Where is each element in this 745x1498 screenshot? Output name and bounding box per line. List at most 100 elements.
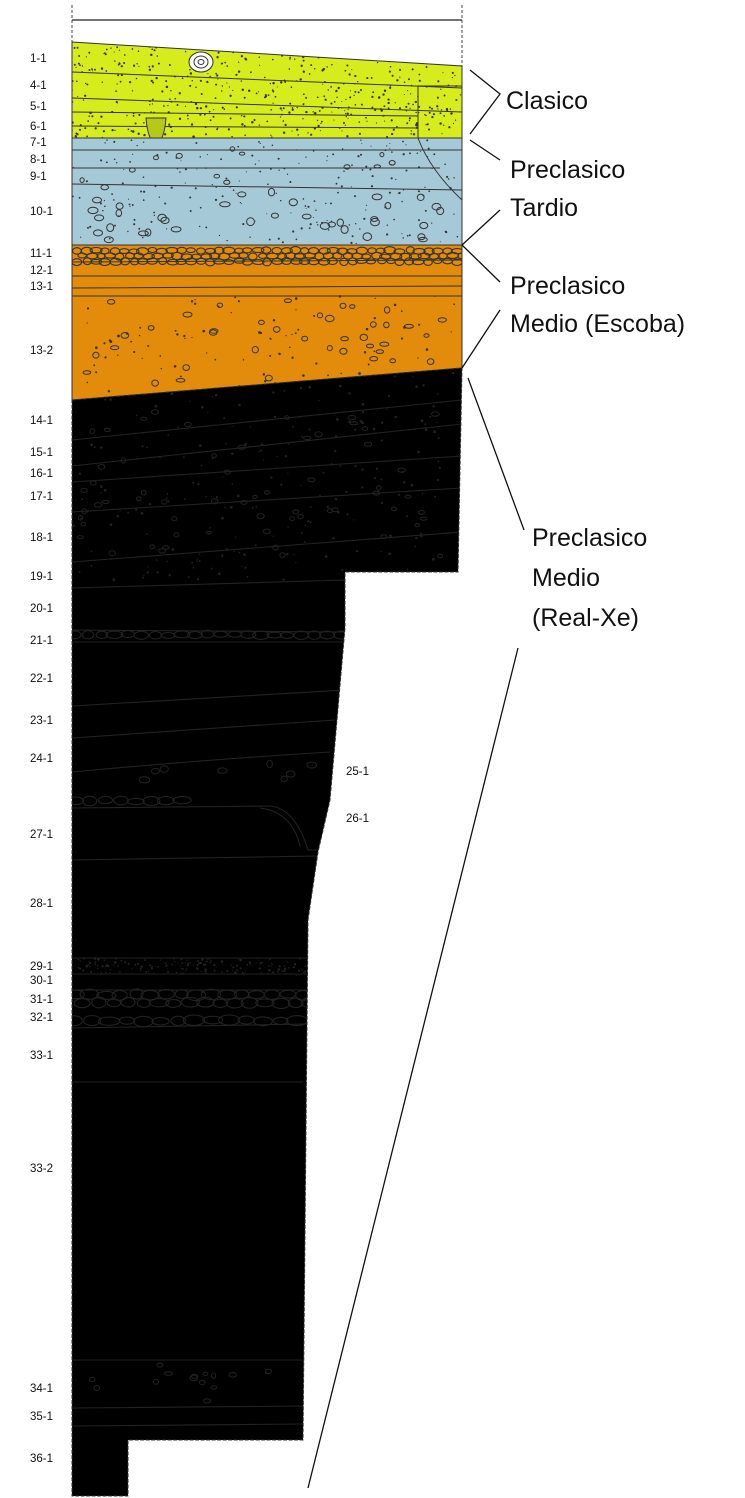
gravel-clast — [91, 996, 107, 1009]
period-label-realxe-line2: Medio — [532, 564, 600, 592]
sediment-dot — [348, 73, 351, 76]
pebble — [97, 464, 106, 470]
sediment-dot — [123, 54, 126, 56]
sediment-dot — [340, 185, 343, 188]
sediment-dot — [225, 442, 227, 445]
pebble — [106, 299, 116, 305]
pebble — [369, 321, 377, 328]
pebble — [103, 427, 111, 433]
sediment-dot — [169, 98, 171, 100]
sediment-dot — [221, 516, 224, 520]
gravel-clast — [247, 252, 258, 261]
tardio-pebbles — [79, 146, 445, 244]
sediment-dot — [333, 119, 335, 121]
sediment-dot — [436, 392, 439, 395]
sediment-dot — [335, 90, 337, 93]
sediment-dot — [389, 142, 391, 144]
pebble — [414, 523, 421, 528]
leader-preclasico-tardio — [461, 139, 501, 246]
pebble — [110, 345, 120, 351]
sediment-dot — [305, 96, 308, 99]
gravel-clast — [238, 252, 249, 259]
layer-label: 14-1 — [30, 415, 53, 427]
sediment-dot — [293, 963, 297, 966]
sediment-dot — [309, 505, 312, 508]
sediment-dot — [101, 965, 104, 968]
sediment-dot — [420, 419, 424, 422]
sediment-dot — [109, 969, 112, 971]
sediment-dot — [345, 490, 348, 494]
pebble — [403, 323, 414, 329]
sediment-dot — [459, 46, 461, 49]
sediment-dot — [359, 419, 363, 423]
sediment-dot — [171, 548, 175, 551]
sediment-dot — [198, 559, 201, 562]
gravel-clast — [223, 259, 235, 266]
sediment-dot — [100, 485, 103, 488]
sediment-dot — [114, 224, 116, 227]
gravel-clast — [157, 988, 175, 1000]
sediment-dot — [281, 109, 283, 111]
sediment-dot — [73, 63, 76, 66]
sediment-dot — [196, 106, 199, 110]
sediment-dot — [103, 342, 106, 345]
sediment-dot — [373, 316, 376, 320]
sediment-dot — [258, 967, 261, 970]
sediment-dot — [417, 450, 420, 454]
sediment-dot — [431, 116, 434, 119]
sediment-dot — [408, 234, 411, 237]
sediment-dot — [259, 142, 261, 144]
sediment-dot — [104, 205, 106, 208]
sediment-dot — [389, 534, 392, 538]
pebble — [237, 191, 247, 198]
gravel-clast — [213, 246, 225, 255]
sediment-dot — [418, 73, 421, 76]
sediment-dot — [414, 100, 418, 104]
gravel-clast — [86, 252, 99, 260]
gravel-clast — [73, 998, 91, 1009]
sediment-dot — [304, 52, 306, 54]
pebble — [80, 487, 88, 493]
sediment-dot — [240, 115, 243, 117]
realxe-lens-26-1 — [259, 807, 301, 847]
sediment-dot — [78, 967, 80, 969]
sediment-dot — [418, 58, 420, 60]
pebble — [108, 550, 116, 557]
sediment-dot — [94, 961, 97, 963]
sediment-dot — [150, 220, 153, 223]
sediment-dot — [361, 421, 364, 425]
sediment-dot — [212, 115, 215, 118]
sediment-dot — [363, 351, 367, 354]
sediment-dot — [113, 140, 116, 143]
sediment-dot — [72, 195, 74, 198]
sediment-dot — [281, 241, 284, 244]
pebble — [376, 485, 382, 491]
sediment-dot — [437, 108, 439, 110]
sediment-dot — [143, 575, 145, 577]
sediment-dot — [174, 329, 177, 332]
layer-label: 27-1 — [30, 829, 53, 841]
sediment-dot — [221, 85, 224, 87]
pebble — [238, 151, 246, 156]
sediment-dot — [268, 238, 271, 241]
pebble — [391, 506, 397, 512]
sediment-dot — [151, 98, 154, 101]
gravel-clast — [149, 998, 170, 1008]
sediment-dot — [100, 492, 102, 494]
sediment-dot — [375, 48, 379, 51]
gravel-clast — [204, 247, 217, 254]
sediment-dot — [255, 92, 258, 95]
sediment-dot — [113, 51, 115, 53]
sediment-dot — [128, 80, 132, 84]
sediment-dot — [200, 970, 202, 972]
sediment-dot — [216, 56, 219, 59]
gravel-clast — [142, 252, 155, 260]
sediment-dot — [184, 970, 186, 972]
sediment-dot — [418, 112, 420, 114]
realxe-fill — [71, 367, 463, 1497]
sediment-dot — [270, 338, 272, 340]
sediment-dot — [371, 175, 374, 178]
sediment-dot — [199, 444, 202, 447]
sediment-dot — [418, 577, 422, 581]
sediment-dot — [305, 156, 307, 158]
